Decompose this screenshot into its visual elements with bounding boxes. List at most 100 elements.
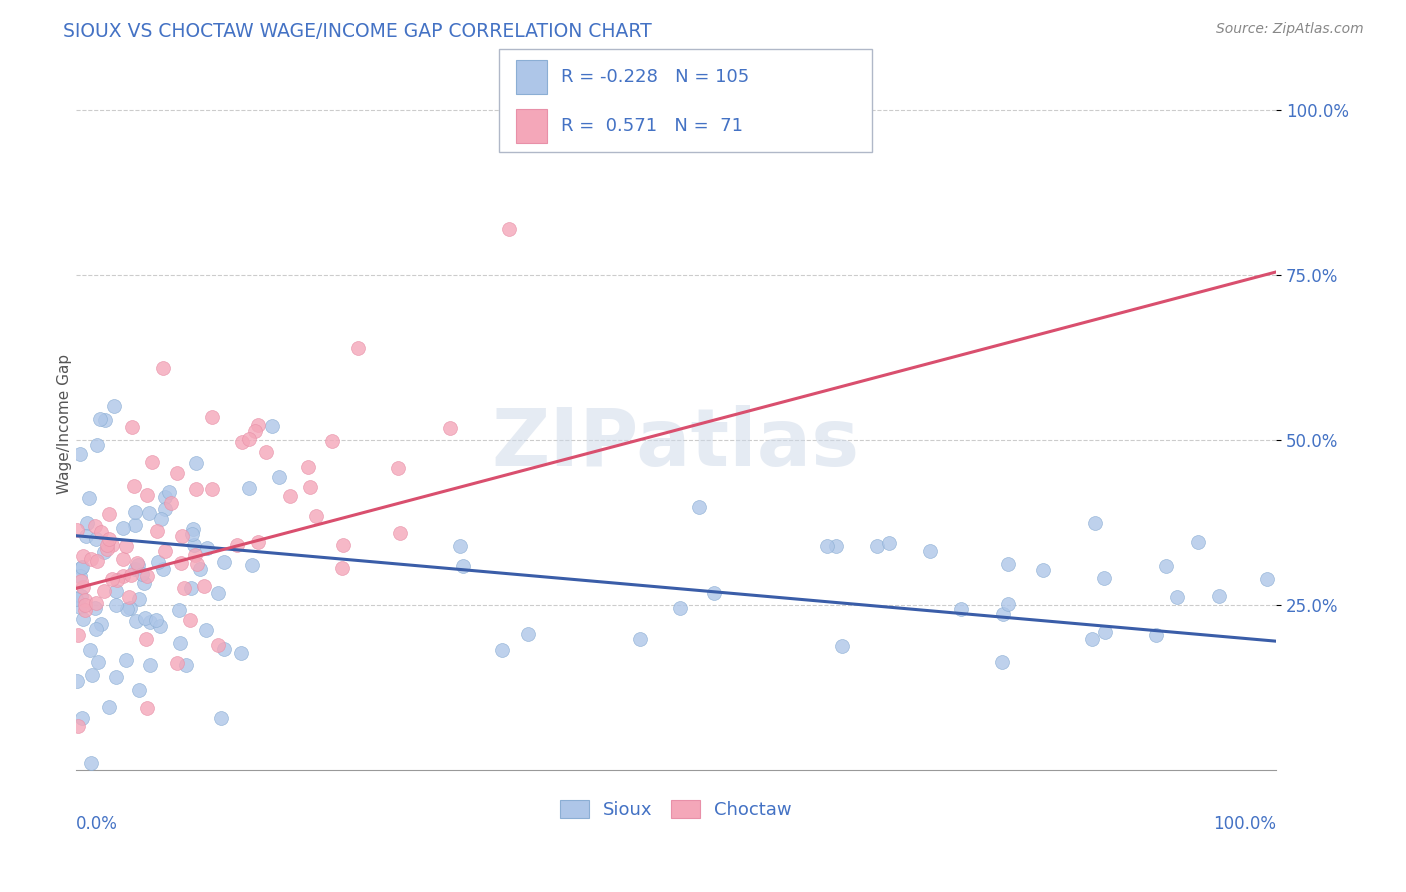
Point xyxy=(450,539,472,553)
Point xyxy=(135,632,157,646)
Point xyxy=(125,614,148,628)
Point xyxy=(991,656,1014,670)
Point xyxy=(166,466,188,480)
Point xyxy=(498,221,520,235)
Point xyxy=(183,538,205,552)
Point xyxy=(124,562,146,576)
Point xyxy=(115,653,138,667)
Point xyxy=(1032,563,1054,577)
Point xyxy=(669,600,692,615)
Point xyxy=(70,561,93,575)
Point xyxy=(72,549,94,563)
Point xyxy=(103,400,125,414)
Point xyxy=(148,555,170,569)
Point xyxy=(347,341,370,355)
Point xyxy=(75,528,97,542)
Point xyxy=(72,580,94,594)
Point xyxy=(170,557,193,571)
Point xyxy=(1094,571,1116,585)
Text: 0.0%: 0.0% xyxy=(76,814,118,833)
Point xyxy=(1187,535,1209,549)
Point xyxy=(72,612,94,626)
Point xyxy=(1208,590,1230,604)
Point xyxy=(128,591,150,606)
Point xyxy=(69,599,91,614)
Point xyxy=(70,710,93,724)
Point xyxy=(153,502,176,516)
Point xyxy=(173,582,195,596)
Point xyxy=(190,562,212,576)
Point xyxy=(149,512,172,526)
Point xyxy=(146,524,169,538)
Point xyxy=(997,597,1019,611)
Point xyxy=(186,557,208,571)
Point xyxy=(135,568,157,582)
Point xyxy=(201,483,224,497)
Point xyxy=(105,573,128,587)
Point xyxy=(209,711,232,725)
Point xyxy=(69,569,91,583)
Point xyxy=(73,592,96,607)
Point xyxy=(121,419,143,434)
Point xyxy=(184,482,207,496)
Point xyxy=(112,552,135,566)
Text: ZIPatlas: ZIPatlas xyxy=(492,405,860,483)
Point xyxy=(212,556,235,570)
Point xyxy=(453,559,475,574)
Point xyxy=(207,586,229,600)
Point xyxy=(243,424,266,438)
Point xyxy=(124,505,146,519)
Text: Source: ZipAtlas.com: Source: ZipAtlas.com xyxy=(1216,22,1364,37)
Point xyxy=(152,562,174,576)
Point xyxy=(866,539,889,553)
Point xyxy=(136,488,159,502)
Point xyxy=(89,412,111,426)
Point xyxy=(75,598,97,612)
Text: SIOUX VS CHOCTAW WAGE/INCOME GAP CORRELATION CHART: SIOUX VS CHOCTAW WAGE/INCOME GAP CORRELA… xyxy=(63,22,652,41)
Point xyxy=(825,539,848,553)
Point xyxy=(153,490,176,504)
Point xyxy=(278,489,301,503)
Point xyxy=(167,603,190,617)
Point xyxy=(918,543,941,558)
Point xyxy=(104,598,127,612)
Point xyxy=(179,614,201,628)
Point xyxy=(169,636,191,650)
Point xyxy=(82,668,104,682)
Point xyxy=(101,538,124,552)
Point xyxy=(389,525,412,540)
Point xyxy=(1154,558,1177,573)
Point xyxy=(949,602,972,616)
Point xyxy=(193,579,215,593)
Point xyxy=(67,628,90,642)
Point xyxy=(111,521,134,535)
Point xyxy=(201,410,224,425)
Point xyxy=(72,559,94,574)
Text: R =  0.571   N =  71: R = 0.571 N = 71 xyxy=(561,117,742,135)
Point xyxy=(145,613,167,627)
Point xyxy=(139,615,162,630)
Point xyxy=(997,557,1019,571)
Point xyxy=(69,447,91,461)
Point xyxy=(138,506,160,520)
Point xyxy=(69,589,91,603)
Point xyxy=(118,591,141,605)
Point xyxy=(815,539,838,553)
Point xyxy=(80,551,103,566)
Point xyxy=(517,627,540,641)
Point xyxy=(115,539,138,553)
Point xyxy=(831,639,853,653)
Point xyxy=(246,534,269,549)
Point xyxy=(86,554,108,568)
Point xyxy=(98,532,121,546)
Point xyxy=(1094,624,1116,639)
Point xyxy=(238,432,260,446)
Point xyxy=(66,523,89,537)
Point xyxy=(231,435,253,450)
Y-axis label: Wage/Income Gap: Wage/Income Gap xyxy=(58,353,72,493)
Point xyxy=(993,607,1015,621)
Legend: Sioux, Choctaw: Sioux, Choctaw xyxy=(553,793,799,827)
Point xyxy=(166,656,188,670)
Point xyxy=(332,561,354,575)
Point xyxy=(170,529,193,543)
